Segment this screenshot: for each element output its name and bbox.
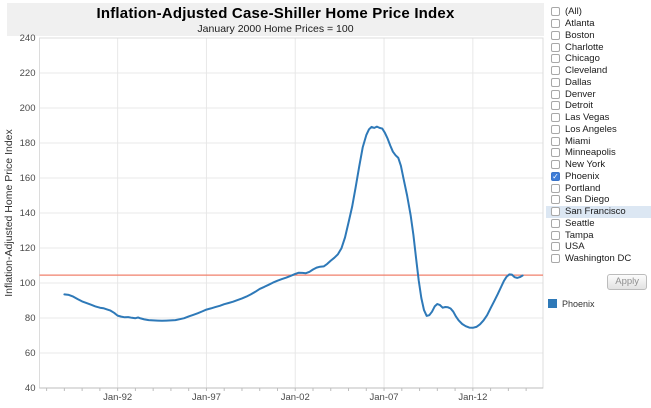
filter-item-new-york[interactable]: New York xyxy=(546,159,651,171)
filter-item-washington-dc[interactable]: Washington DC xyxy=(546,253,651,265)
filter-item-label: Denver xyxy=(565,88,596,100)
y-tick-label: 80 xyxy=(25,313,36,324)
filter-item-chicago[interactable]: Chicago xyxy=(546,53,651,65)
y-axis-title: Inflation-Adjusted Home Price Index xyxy=(3,129,15,297)
checkbox-all[interactable] xyxy=(551,7,560,17)
filter-item-minneapolis[interactable]: Minneapolis xyxy=(546,147,651,159)
checkbox-cleveland[interactable] xyxy=(551,66,560,76)
x-tick-label: Jan-12 xyxy=(458,392,487,403)
title-band: Inflation-Adjusted Case-Shiller Home Pri… xyxy=(7,3,544,36)
filter-item-detroit[interactable]: Detroit xyxy=(546,100,651,112)
filter-item-label: Las Vegas xyxy=(565,112,610,124)
y-tick-label: 220 xyxy=(20,68,36,79)
filter-item-usa[interactable]: USA xyxy=(546,241,651,253)
checkbox-portland[interactable] xyxy=(551,183,560,193)
filter-item-label: Cleveland xyxy=(565,65,608,77)
filter-item-label: Los Angeles xyxy=(565,123,617,135)
chart-area: Inflation-Adjusted Case-Shiller Home Pri… xyxy=(3,3,544,403)
checkbox-san-francisco[interactable] xyxy=(551,207,560,217)
filter-item-label: Charlotte xyxy=(565,41,604,53)
filter-item-label: USA xyxy=(565,241,585,253)
x-tick-label: Jan-97 xyxy=(192,392,221,403)
filter-item-label: San Francisco xyxy=(565,206,626,218)
filter-item-cleveland[interactable]: Cleveland xyxy=(546,65,651,77)
checkbox-minneapolis[interactable] xyxy=(551,148,560,158)
filter-item-label: Phoenix xyxy=(565,170,600,182)
filter-item-phoenix[interactable]: ✓ Phoenix xyxy=(546,171,651,183)
filter-item-charlotte[interactable]: Charlotte xyxy=(546,41,651,53)
x-tick-label: Jan-92 xyxy=(103,392,132,403)
filter-item-dallas[interactable]: Dallas xyxy=(546,77,651,89)
city-filter-panel: (All) Atlanta Boston Charlotte Chicago Clevel… xyxy=(546,0,651,408)
checkbox-chicago[interactable] xyxy=(551,54,560,64)
checked-checkbox-phoenix[interactable]: ✓ xyxy=(551,171,560,181)
legend-item-phoenix[interactable]: Phoenix xyxy=(546,290,651,309)
filter-item-san-diego[interactable]: San Diego xyxy=(546,194,651,206)
checkbox-los-angeles[interactable] xyxy=(551,124,560,134)
checkbox-san-diego[interactable] xyxy=(551,195,560,205)
y-tick-label: 160 xyxy=(20,173,36,184)
filter-item-label: Minneapolis xyxy=(565,147,616,159)
checkbox-new-york[interactable] xyxy=(551,160,560,170)
checkbox-boston[interactable] xyxy=(551,30,560,40)
filter-item-label: Portland xyxy=(565,182,601,194)
filter-item-label: New York xyxy=(565,159,606,171)
apply-row: Apply xyxy=(546,265,651,290)
filter-item-label: Seattle xyxy=(565,217,595,229)
filter-item-label: Dallas xyxy=(565,76,592,88)
filter-item-all[interactable]: (All) xyxy=(546,6,651,18)
filter-item-label: Tampa xyxy=(565,229,594,241)
checkbox-dallas[interactable] xyxy=(551,77,560,87)
filter-item-tampa[interactable]: Tampa xyxy=(546,229,651,241)
checkbox-detroit[interactable] xyxy=(551,101,560,111)
filter-item-label: Boston xyxy=(565,29,595,41)
checkbox-denver[interactable] xyxy=(551,89,560,99)
filter-item-atlanta[interactable]: Atlanta xyxy=(546,18,651,30)
legend-label: Phoenix xyxy=(562,298,595,309)
price-index-plot: 40 60 80 100 120 140 160 180 200 220 240 Jan-92 Jan-… xyxy=(3,33,544,403)
filter-item-label: Detroit xyxy=(565,100,593,112)
y-tick-label: 140 xyxy=(20,208,36,219)
y-tick-label: 240 xyxy=(20,33,36,44)
checkbox-washington-dc[interactable] xyxy=(551,254,560,264)
phoenix-line-series[interactable] xyxy=(63,125,524,329)
apply-button[interactable]: Apply xyxy=(607,273,647,290)
y-tick-label: 100 xyxy=(20,278,36,289)
city-filter-list: (All) Atlanta Boston Charlotte Chicago Clevel… xyxy=(546,6,651,265)
filter-item-label: Chicago xyxy=(565,53,600,65)
y-tick-label: 120 xyxy=(20,243,36,254)
filter-item-label: (All) xyxy=(565,6,582,18)
filter-item-seattle[interactable]: Seattle xyxy=(546,218,651,230)
filter-item-label: San Diego xyxy=(565,194,610,206)
y-tick-label: 200 xyxy=(20,103,36,114)
filter-item-label: Washington DC xyxy=(565,253,632,265)
checkbox-usa[interactable] xyxy=(551,242,560,252)
filter-item-label: Atlanta xyxy=(565,18,595,30)
filter-item-label: Miami xyxy=(565,135,591,147)
y-tick-label: 180 xyxy=(20,138,36,149)
checkbox-seattle[interactable] xyxy=(551,218,560,228)
chart-title: Inflation-Adjusted Case-Shiller Home Pri… xyxy=(96,5,455,22)
x-tick-label: Jan-07 xyxy=(370,392,399,403)
filter-item-las-vegas[interactable]: Las Vegas xyxy=(546,112,651,124)
y-tick-label: 60 xyxy=(25,348,36,359)
legend-swatch xyxy=(548,299,557,308)
checkbox-atlanta[interactable] xyxy=(551,19,560,29)
checkbox-las-vegas[interactable] xyxy=(551,113,560,123)
checkbox-tampa[interactable] xyxy=(551,230,560,240)
filter-item-denver[interactable]: Denver xyxy=(546,88,651,100)
y-tick-label: 40 xyxy=(25,383,36,394)
filter-item-miami[interactable]: Miami xyxy=(546,135,651,147)
x-tick-label: Jan-02 xyxy=(281,392,310,403)
chart-subtitle: January 2000 Home Prices = 100 xyxy=(197,23,354,35)
filter-item-san-francisco[interactable]: San Francisco xyxy=(546,205,651,218)
checkbox-charlotte[interactable] xyxy=(551,42,560,52)
filter-item-boston[interactable]: Boston xyxy=(546,30,651,42)
filter-item-los-angeles[interactable]: Los Angeles xyxy=(546,124,651,136)
filter-item-portland[interactable]: Portland xyxy=(546,182,651,194)
checkbox-miami[interactable] xyxy=(551,136,560,146)
